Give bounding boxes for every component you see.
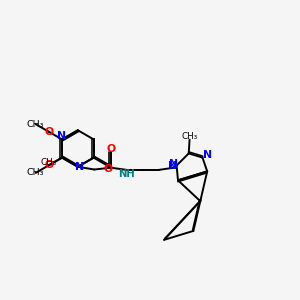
Text: N: N [169, 159, 178, 169]
Text: O: O [106, 144, 115, 154]
Text: N: N [75, 162, 84, 172]
Text: NH: NH [118, 169, 135, 179]
Text: CH₃: CH₃ [182, 132, 198, 141]
Text: O: O [44, 127, 53, 136]
Text: N: N [58, 131, 67, 141]
Text: N: N [168, 160, 177, 170]
Text: O: O [103, 164, 112, 174]
Text: CH₃: CH₃ [40, 158, 56, 167]
Text: N: N [202, 150, 212, 160]
Text: O: O [44, 160, 53, 170]
Text: CH₃: CH₃ [27, 120, 44, 129]
Text: CH₃: CH₃ [27, 168, 44, 177]
